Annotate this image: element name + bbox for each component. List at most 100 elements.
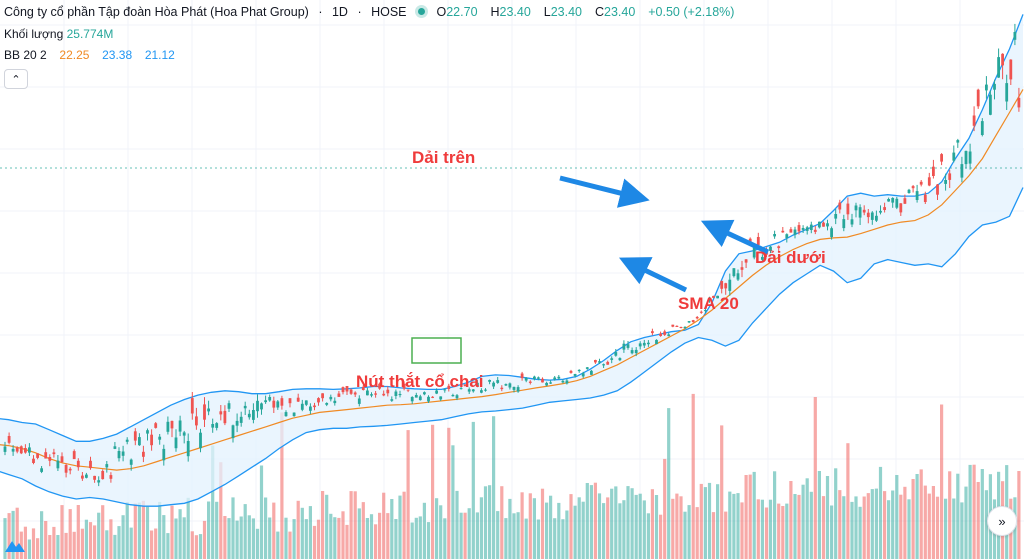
volume-bar — [524, 518, 528, 559]
volume-bar — [703, 487, 707, 559]
volume-bar — [667, 408, 671, 559]
candle-body — [581, 373, 585, 377]
candle-body — [655, 339, 658, 345]
volume-bar — [622, 500, 626, 559]
volume-bar — [825, 476, 830, 559]
double-chevron-right-icon: » — [998, 513, 1006, 529]
volume-bar — [72, 531, 76, 559]
market-status-icon — [418, 8, 426, 15]
candle-body — [64, 465, 68, 473]
volume-bar — [247, 515, 251, 559]
volume-bar — [211, 445, 215, 559]
candle-body — [109, 475, 113, 479]
volume-bar — [88, 522, 93, 559]
candle-body — [919, 181, 923, 185]
candle-body — [467, 389, 471, 392]
candle-body — [927, 177, 931, 186]
volume-bars — [3, 393, 1021, 559]
candle-body — [634, 349, 638, 354]
volume-bar — [687, 505, 691, 559]
candle-body — [541, 378, 544, 383]
candle-body — [968, 151, 972, 164]
volume-bar — [691, 393, 695, 559]
candle-body — [252, 410, 255, 420]
volume-bar — [789, 481, 793, 559]
candle-body — [72, 451, 76, 460]
candle-body — [52, 452, 56, 455]
candle-body — [48, 457, 52, 461]
volume-bar — [948, 471, 952, 559]
tradingview-logo-icon[interactable] — [4, 536, 26, 554]
volume-bar — [300, 507, 304, 559]
sma20-line — [0, 89, 1024, 471]
volume-bar — [911, 479, 915, 559]
volume-bar — [679, 496, 683, 559]
volume-bar — [980, 469, 984, 559]
candle-body — [708, 298, 711, 300]
scroll-to-realtime-button[interactable]: » — [987, 506, 1017, 536]
bb-label: BB 20 2 — [4, 48, 47, 62]
volume-bar — [479, 497, 483, 559]
annotation-arrows — [559, 175, 770, 293]
candle-body — [866, 212, 870, 218]
collapse-legend-button[interactable]: ⌃ — [4, 69, 28, 89]
volume-legend[interactable]: Khối lượng 25.774M — [4, 27, 113, 41]
volume-bar — [838, 490, 842, 559]
candle-body — [325, 403, 329, 405]
candle-body — [622, 343, 626, 350]
volume-bar — [956, 473, 960, 559]
volume-bar — [125, 502, 129, 559]
candle-body — [398, 394, 402, 396]
volume-bar — [944, 498, 948, 559]
volume-bar — [447, 427, 451, 559]
ohlc-close: 23.40 — [604, 5, 636, 19]
interval[interactable]: 1D — [331, 5, 348, 19]
candle-body — [695, 317, 699, 319]
volume-bar — [878, 466, 883, 559]
volume-bar — [361, 502, 365, 559]
volume-bar — [68, 509, 72, 559]
candle-body — [125, 439, 129, 442]
candle-body — [313, 405, 316, 408]
candle-body — [219, 411, 223, 415]
candle-body — [317, 398, 320, 403]
candle-body — [940, 154, 943, 162]
volume-bar — [255, 528, 260, 559]
volume-bar — [162, 515, 166, 559]
candle-body — [378, 383, 381, 389]
volume-bar — [488, 485, 492, 559]
bb-legend[interactable]: BB 20 2 22.25 23.38 21.12 — [4, 48, 175, 62]
volume-bar — [56, 535, 60, 559]
candle-body — [235, 420, 239, 426]
candle-body — [651, 331, 654, 334]
candle-body — [642, 342, 646, 346]
volume-bar — [141, 500, 145, 559]
volume-bar — [830, 505, 834, 559]
candle-body — [663, 331, 667, 335]
candle-body — [659, 333, 662, 336]
arrow-upper-band — [559, 175, 650, 208]
volume-bar — [451, 445, 455, 559]
candle-body — [374, 393, 377, 395]
candle-body — [569, 370, 573, 373]
candlesticks — [3, 23, 1021, 487]
arrow-lower-band — [700, 219, 770, 255]
candle-body — [1005, 83, 1009, 102]
volume-bar — [642, 500, 646, 559]
volume-bar — [288, 531, 292, 559]
volume-bar — [532, 498, 536, 559]
candle-body — [414, 395, 418, 398]
candle-body — [956, 140, 960, 143]
upper-band-line — [0, 14, 1024, 442]
candle-body — [516, 387, 520, 392]
volume-bar — [471, 421, 475, 559]
volume-bar — [553, 518, 557, 559]
candle-body — [174, 437, 178, 449]
candle-body — [264, 400, 267, 403]
volume-bar — [463, 512, 467, 559]
candle-body — [186, 441, 190, 457]
candle-body — [154, 423, 158, 428]
candle-body — [740, 267, 744, 270]
volume-bar — [854, 496, 858, 559]
